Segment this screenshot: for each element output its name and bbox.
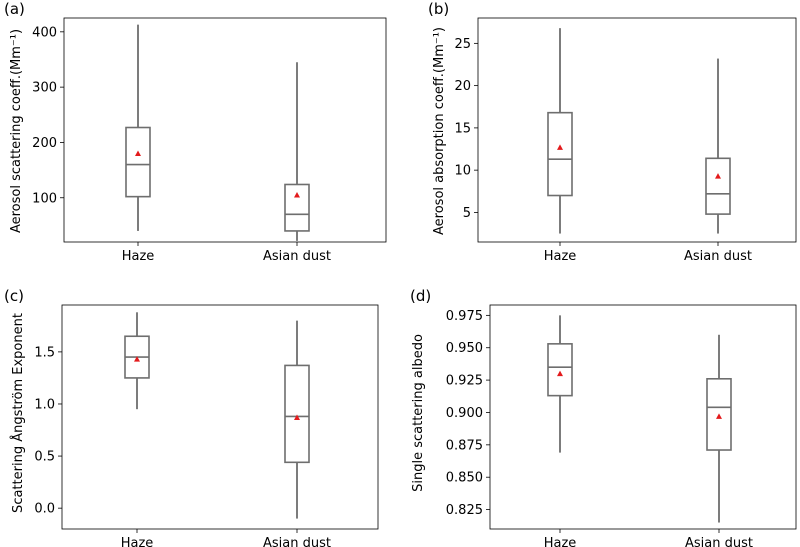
panel-c-ytick-label: 0.0 [34,502,55,517]
panel-c-asian-dust-mean-marker [294,414,300,421]
panel-a-ytick-label: 400 [32,25,57,40]
panel-b-frame [477,17,797,243]
panel-a-label: (a) [4,0,25,18]
panel-d-ytick-label: 0.975 [446,309,483,324]
panel-a-xtick-label: Asian dust [263,249,331,264]
panel-d-haze-mean-marker [557,370,563,377]
panel-d-ytick-label: 0.900 [446,406,483,421]
panel-b-ylabel: Aerosol absorption coeff.(Mm⁻¹) [432,27,447,235]
panel-d-ytick-label: 0.825 [446,503,483,518]
panel-c-ytick-label: 1.5 [34,345,55,360]
panel-b-haze-mean-marker [557,144,563,150]
panel-d-asian-dust-box [706,378,732,451]
panel-c-label: (c) [4,287,24,305]
panel-d-ytick-label: 0.850 [446,471,483,486]
panel-a-xtick-label: Haze [122,249,155,264]
panel-c-xtick-label: Haze [121,536,154,547]
panel-c-ytick-label: 1.0 [34,397,55,412]
panel-d-ylabel: Single scattering albedo [411,334,426,492]
panel-d-label: (d) [410,287,431,305]
panel-d-frame [489,304,797,530]
panel-d-ytick-label: 0.875 [446,438,483,453]
panel-b-xtick-label: Haze [544,249,577,264]
panel-b-ytick-label: 15 [454,121,471,136]
panel-a-ylabel: Aerosol scattering coeff.(Mm⁻¹) [9,29,24,233]
panel-b-asian-dust-mean-marker [715,173,721,179]
panel-c-xtick-label: Asian dust [263,536,331,547]
panel-a: (a) Aerosol scattering coeff.(Mm⁻¹) [4,0,387,243]
panel-d-asian-dust-mean-marker [716,413,722,419]
panel-b-ytick-label: 10 [454,164,471,179]
panel-a-asian-dust-box [284,183,310,232]
panel-a-ytick-label: 200 [32,136,57,151]
panel-d-ytick-label: 0.950 [446,341,483,356]
panel-a-ytick-label: 100 [32,191,57,206]
panel-c-frame [61,304,379,530]
panel-c-haze-mean-marker [134,356,140,362]
panel-c-ytick-label: 0.5 [34,450,55,465]
panel-b-ytick-label: 5 [463,206,471,221]
panel-d-xtick-label: Haze [544,536,577,547]
panel-d-haze-box [547,343,573,397]
panel-c-asian-dust-box [284,364,310,464]
panel-b-haze-box [547,111,573,197]
panel-b-xtick-label: Asian dust [684,249,752,264]
panel-c: (c) Scattering Ångström Exponent [4,287,379,530]
panel-a-haze-mean-marker [135,150,141,157]
panel-d: (d) Single scattering albedo [410,287,797,530]
panel-d-ytick-label: 0.925 [446,374,483,389]
panel-b-label: (b) [428,0,449,18]
panel-b: (b) Aerosol absorption coeff.(Mm⁻¹) [428,0,797,243]
panel-c-ylabel: Scattering Ångström Exponent [10,313,26,513]
panel-d-xtick-label: Asian dust [685,536,753,547]
panel-b-asian-dust-box [705,157,731,215]
panel-b-ytick-label: 25 [454,37,471,52]
panel-a-asian-dust-mean-marker [294,191,300,198]
panel-a-frame [63,17,387,243]
panel-a-ytick-label: 300 [32,81,57,96]
panel-a-haze-box [125,126,151,198]
panel-b-ytick-label: 20 [454,79,471,94]
